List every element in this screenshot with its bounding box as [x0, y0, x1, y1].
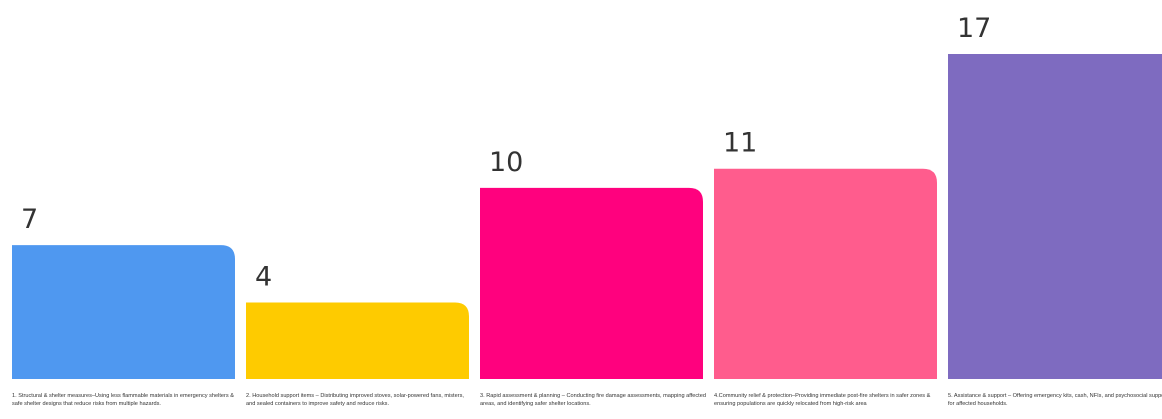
- bar-value-label-4: 11: [723, 128, 757, 159]
- category-label-1: 1. Structural & shelter measures–Using l…: [12, 393, 234, 407]
- category-label-5: 5. Assistance & support – Offering emerg…: [948, 393, 1162, 407]
- bar-value-label-1: 7: [21, 204, 38, 235]
- bar-1: [12, 245, 235, 379]
- category-label-4: 4.Community relief & protection–Providin…: [714, 393, 931, 407]
- bar-4: [714, 168, 937, 379]
- bar-value-label-2: 4: [255, 262, 272, 293]
- bar-value-label-5: 17: [957, 13, 991, 44]
- category-label-3: 3. Rapid assessment & planning – Conduct…: [480, 393, 706, 407]
- category-label-2: 2. Household support items – Distributin…: [246, 393, 464, 407]
- bar-2: [246, 302, 469, 379]
- bar-5: [948, 54, 1162, 379]
- bar-3: [480, 187, 703, 379]
- bar-value-label-3: 10: [489, 147, 523, 178]
